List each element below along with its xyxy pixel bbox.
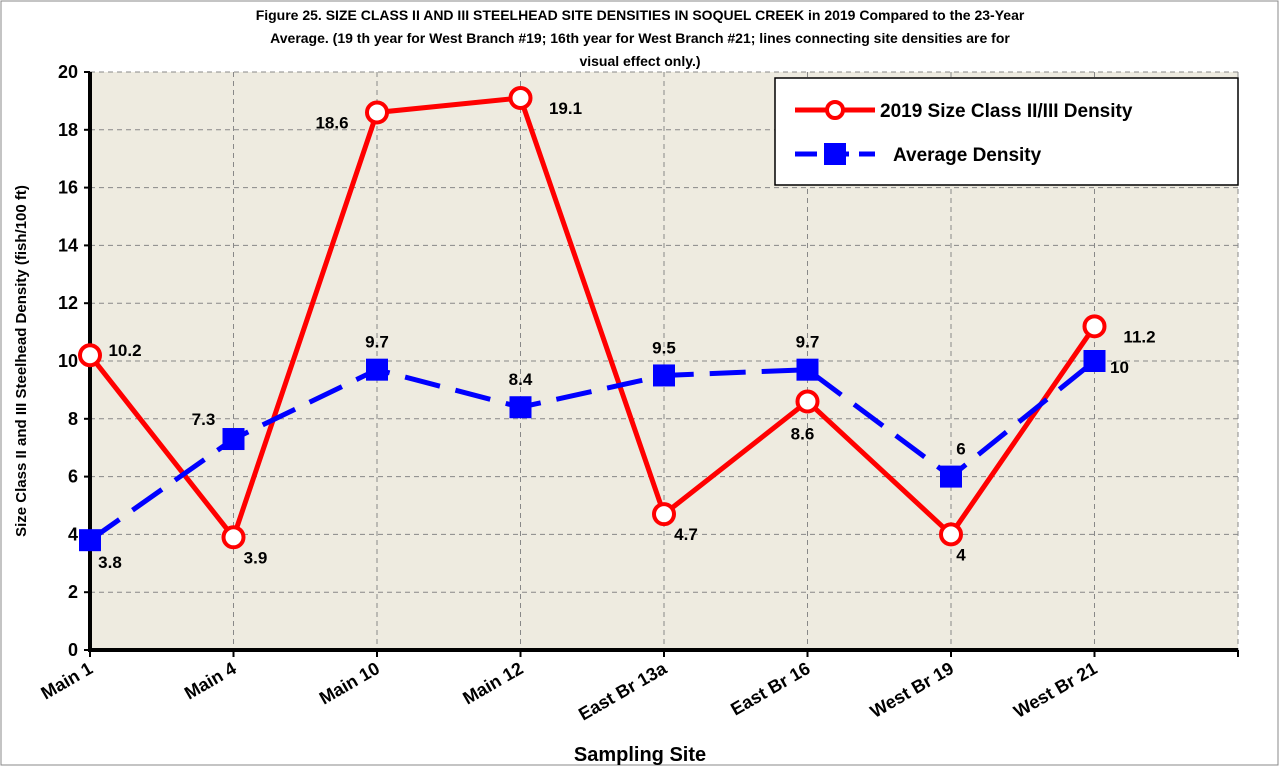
marker [1083, 350, 1106, 372]
chart-title: Average. (19 th year for West Branch #19… [270, 30, 1010, 46]
legend-label: Average Density [893, 145, 1042, 166]
marker [221, 525, 246, 550]
y-tick-label: 20 [58, 62, 78, 82]
data-label: 4.7 [674, 525, 698, 544]
y-tick-label: 0 [68, 640, 78, 660]
chart-title: visual effect only.) [579, 53, 700, 69]
y-tick-label: 18 [58, 120, 78, 140]
data-label: 8.4 [509, 370, 533, 389]
legend [774, 77, 1239, 186]
data-label: 19.1 [549, 99, 582, 118]
legend-marker [824, 143, 846, 165]
marker [796, 358, 819, 381]
data-label: 8.6 [791, 424, 815, 443]
marker [939, 522, 963, 547]
legend-marker [825, 100, 845, 120]
y-tick-label: 16 [58, 178, 78, 198]
data-label: 4 [956, 545, 966, 564]
marker [652, 502, 676, 527]
data-label: 11.2 [1123, 327, 1155, 346]
marker [365, 100, 389, 125]
y-tick-label: 6 [68, 467, 78, 487]
series-line [88, 95, 1097, 543]
chart-title: Figure 25. SIZE CLASS II AND III STEELHE… [256, 7, 1025, 23]
data-label: 3.9 [244, 548, 268, 567]
data-label: 18.6 [315, 113, 348, 132]
y-tick-label: 14 [58, 235, 78, 255]
marker [78, 343, 102, 368]
y-tick-label: 4 [68, 524, 78, 544]
data-label: 7.3 [192, 410, 216, 429]
data-label: 10 [1110, 358, 1129, 377]
data-label: 10.2 [108, 341, 141, 360]
data-label: 9.5 [652, 338, 676, 357]
marker [366, 358, 388, 381]
legend-label: 2019 Size Class II/III Density [880, 101, 1133, 122]
marker [795, 389, 820, 414]
y-tick-label: 2 [68, 582, 78, 602]
data-label: 9.7 [796, 333, 820, 352]
marker [653, 364, 675, 387]
marker [79, 529, 101, 552]
marker [222, 428, 245, 451]
y-tick-label: 12 [58, 293, 78, 313]
data-label: 6 [956, 440, 965, 459]
data-label: 3.8 [98, 553, 122, 572]
marker [940, 465, 962, 488]
y-tick-label: 8 [68, 409, 78, 429]
y-tick-label: 10 [58, 351, 78, 371]
marker [1082, 314, 1107, 339]
x-axis-label: Sampling Site [574, 744, 706, 766]
marker [509, 396, 532, 419]
marker [508, 86, 533, 111]
data-label: 9.7 [365, 333, 389, 352]
y-axis-label: Size Class II and III Steelhead Density … [13, 185, 30, 537]
